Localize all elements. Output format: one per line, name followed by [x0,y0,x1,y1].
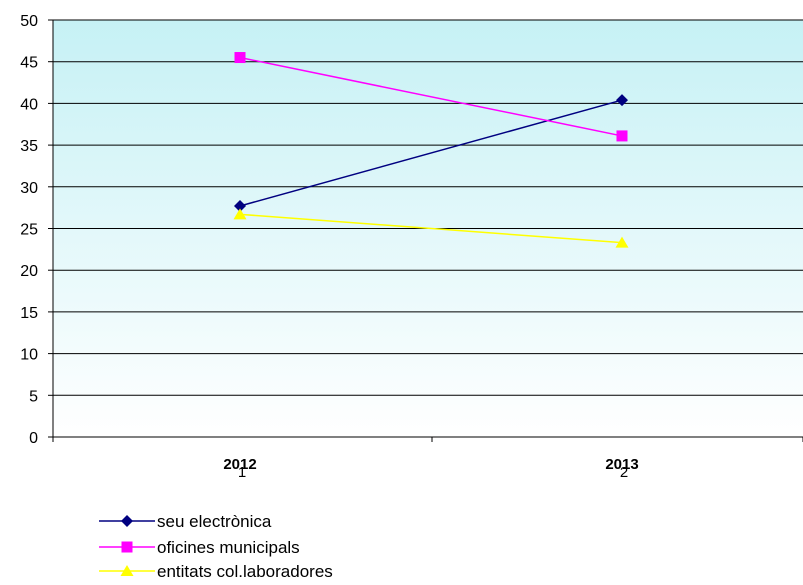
legend-label-0: seu electrònica [157,512,272,531]
x-index-label-2: 2 [620,464,628,481]
legend-marker-2 [120,565,134,576]
data-point-s0-2012 [234,199,246,212]
legend-label-2: entitats col.laboradores [157,562,333,581]
y-tick-label-50: 50 [20,13,38,30]
data-point-s0-2013 [616,94,628,107]
y-tick-label-20: 20 [20,263,38,280]
y-tick-label-15: 15 [20,305,38,322]
y-axis-ticks: 0 5 10 15 20 25 30 35 40 45 50 [20,13,53,447]
data-point-s2-2013 [615,236,629,248]
legend-marker-1 [121,541,133,553]
data-point-s2-2012 [233,208,247,220]
series-line-1 [239,56,623,137]
series-line-0 [239,99,623,207]
y-tick-label-45: 45 [20,55,38,72]
legend-label-1: oficines municipals [157,538,300,557]
legend-marker-0 [121,515,133,527]
y-tick-label-5: 5 [29,388,38,405]
legend: seu electrònica oficines municipals entita… [99,512,333,581]
series-line-2 [239,213,623,244]
y-tick-label-30: 30 [20,180,38,197]
gridlines [53,19,803,396]
y-tick-label-25: 25 [20,222,38,239]
y-tick-label-0: 0 [29,430,38,447]
y-tick-label-10: 10 [20,347,38,364]
x-category-label-2013: 2013 [605,456,638,473]
x-category-label-2012: 2012 [223,456,256,473]
x-index-label-1: 1 [238,464,246,481]
data-point-s1-2013 [616,130,628,142]
series-group [233,52,629,248]
y-tick-label-35: 35 [20,138,38,155]
data-point-s1-2012 [234,52,246,64]
y-tick-label-40: 40 [20,96,38,113]
